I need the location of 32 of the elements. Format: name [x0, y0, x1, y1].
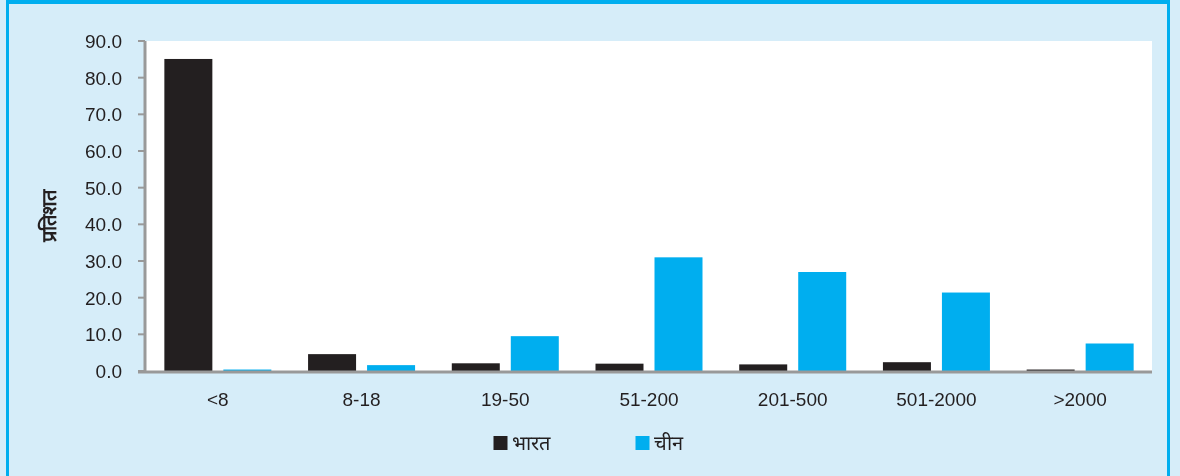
y-tick-label: 20.0	[85, 287, 122, 309]
y-tick-label: 60.0	[85, 141, 122, 162]
bar	[367, 365, 416, 371]
y-tick-label: 80.0	[85, 67, 122, 89]
y-tick-label: 90.0	[85, 31, 122, 52]
legend-label: चीन	[653, 432, 684, 454]
x-tick-label: 201-500	[757, 389, 828, 410]
y-tick-label: 70.0	[85, 104, 122, 126]
bar	[798, 272, 847, 371]
bar	[1085, 343, 1134, 371]
x-tick-label: <8	[207, 389, 229, 410]
y-tick-label: 40.0	[85, 214, 122, 236]
x-tick-label: >2000	[1053, 389, 1107, 410]
y-axis-title: प्रतिशत	[37, 188, 60, 243]
bar	[739, 364, 788, 371]
bar	[451, 363, 500, 371]
bar	[941, 292, 990, 371]
x-tick-label: 501-2000	[896, 389, 977, 410]
y-tick-label: 50.0	[85, 177, 122, 199]
x-tick-label: 8-18	[342, 389, 381, 410]
x-tick-label: 19-50	[480, 389, 530, 410]
legend-label: भारत	[511, 432, 551, 454]
bar	[164, 58, 213, 371]
bar	[308, 354, 357, 371]
bar	[882, 362, 931, 371]
bar	[595, 363, 644, 371]
x-tick-label: 51-200	[619, 389, 679, 410]
bar	[510, 336, 559, 371]
y-tick-label: 30.0	[85, 251, 122, 272]
bar	[654, 257, 703, 371]
y-tick-label: 0.0	[95, 361, 122, 382]
y-tick-label: 10.0	[85, 324, 122, 346]
